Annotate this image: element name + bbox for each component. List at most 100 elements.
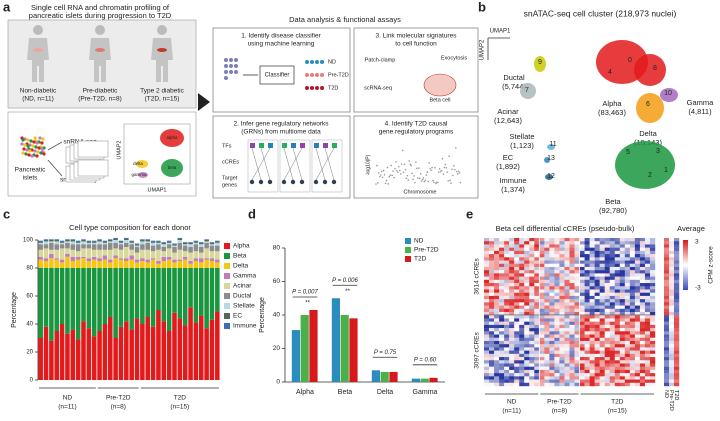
bar-segment xyxy=(204,328,209,380)
heatmap-cell xyxy=(619,369,626,374)
bar-segment xyxy=(81,241,86,245)
heatmap-cell xyxy=(539,331,545,335)
bar-segment xyxy=(102,241,108,243)
heatmap-cell xyxy=(574,347,580,351)
bar-segment xyxy=(43,258,49,261)
heatmap-cell xyxy=(504,324,510,329)
heatmap-cell xyxy=(579,289,585,293)
heatmap-cell xyxy=(519,321,525,326)
heatmap-cell xyxy=(514,331,520,335)
heatmap-cell xyxy=(574,357,580,361)
heatmap-cell xyxy=(494,308,500,313)
heatmap-cell xyxy=(599,260,605,264)
average-cell xyxy=(674,302,680,306)
heatmap-cell xyxy=(559,263,565,268)
heatmap-cell xyxy=(619,373,626,377)
bar-segment xyxy=(113,237,118,239)
heatmap-cell xyxy=(629,244,636,248)
average-cell xyxy=(664,321,670,326)
heatmap-cell xyxy=(564,324,570,329)
bar-segment xyxy=(59,324,65,380)
average-cell xyxy=(669,302,675,306)
heatmap-cell xyxy=(544,366,550,371)
heatmap-cell xyxy=(584,241,590,245)
manhattan-dot xyxy=(450,182,452,184)
average-cell xyxy=(669,247,675,252)
heatmap-cell xyxy=(494,366,500,371)
average-cell xyxy=(669,305,675,309)
heatmap-cell xyxy=(584,328,590,332)
heatmap-cell xyxy=(509,263,515,268)
heatmap-cell xyxy=(584,250,590,255)
manhattan-dot xyxy=(424,179,427,182)
heatmap-cell xyxy=(579,283,585,287)
heatmap-cell xyxy=(564,250,570,255)
heatmap-cell xyxy=(569,263,575,268)
heatmap-cell xyxy=(519,279,525,284)
heatmap-cell xyxy=(519,305,525,309)
label: Data analysis & functional assays xyxy=(289,15,401,24)
average-cell xyxy=(664,328,670,332)
heatmap-cell xyxy=(639,299,646,303)
panel-letter: c xyxy=(3,206,10,221)
heatmap-cell xyxy=(539,257,545,261)
heatmap-cell xyxy=(589,366,595,371)
heatmap-cell xyxy=(584,257,590,261)
average-cell xyxy=(669,318,675,322)
heatmap-cell xyxy=(524,263,530,268)
heatmap-cell xyxy=(574,266,580,271)
heatmap-cell xyxy=(509,328,515,332)
heatmap-cell xyxy=(574,247,580,252)
manhattan-dot xyxy=(449,179,451,182)
average-cell xyxy=(669,292,675,297)
heatmap-cell xyxy=(609,250,615,255)
heatmap-cell xyxy=(569,270,575,274)
heatmap-cell xyxy=(554,266,560,271)
heatmap-cell xyxy=(544,350,550,355)
heatmap-cell xyxy=(514,263,520,268)
heatmap-cell xyxy=(624,292,631,297)
heatmap-cell xyxy=(514,318,520,322)
label: ND xyxy=(328,59,336,65)
heatmap-cell xyxy=(594,360,600,364)
bar-segment xyxy=(107,239,113,240)
manhattan-dot xyxy=(436,181,439,184)
heatmap-cell xyxy=(484,247,490,252)
label: 4. Identify T2D causal xyxy=(385,121,448,128)
bar-segment xyxy=(49,239,54,240)
heatmap-cell xyxy=(509,312,515,316)
heatmap-cell xyxy=(574,305,580,309)
heatmap-cell xyxy=(639,279,646,284)
heatmap-cell xyxy=(644,369,651,374)
heatmap-cell xyxy=(584,279,590,284)
cluster-id: 9 xyxy=(538,59,542,66)
heatmap-cell xyxy=(534,241,540,245)
bar-segment xyxy=(209,251,215,259)
islet-cell xyxy=(25,148,29,152)
heatmap-cell xyxy=(609,363,615,367)
heatmap-cell xyxy=(539,344,545,348)
heatmap-cell xyxy=(624,357,631,361)
bar-segment xyxy=(49,241,54,243)
heatmap-cell xyxy=(569,376,575,380)
heatmap-cell xyxy=(559,363,565,367)
manhattan-dot xyxy=(379,175,381,178)
bar-segment xyxy=(172,245,177,247)
heatmap-cell xyxy=(614,366,620,371)
heatmap-cell xyxy=(494,312,500,316)
heatmap-cell xyxy=(519,238,525,242)
heatmap-cell xyxy=(514,312,520,316)
heatmap-cell xyxy=(494,376,500,380)
heatmap-cell xyxy=(624,369,631,374)
heatmap-cell xyxy=(509,241,515,245)
bar-segment xyxy=(198,242,204,243)
heatmap-cell xyxy=(514,328,520,332)
bar-segment xyxy=(166,256,172,260)
heatmap-cell xyxy=(534,308,540,313)
heatmap-cell xyxy=(579,238,585,242)
label: ND xyxy=(507,399,517,406)
cluster-name: Beta xyxy=(605,197,621,206)
heatmap-cell xyxy=(494,276,500,281)
heatmap-cell xyxy=(524,254,530,258)
bar-segment xyxy=(38,259,43,268)
